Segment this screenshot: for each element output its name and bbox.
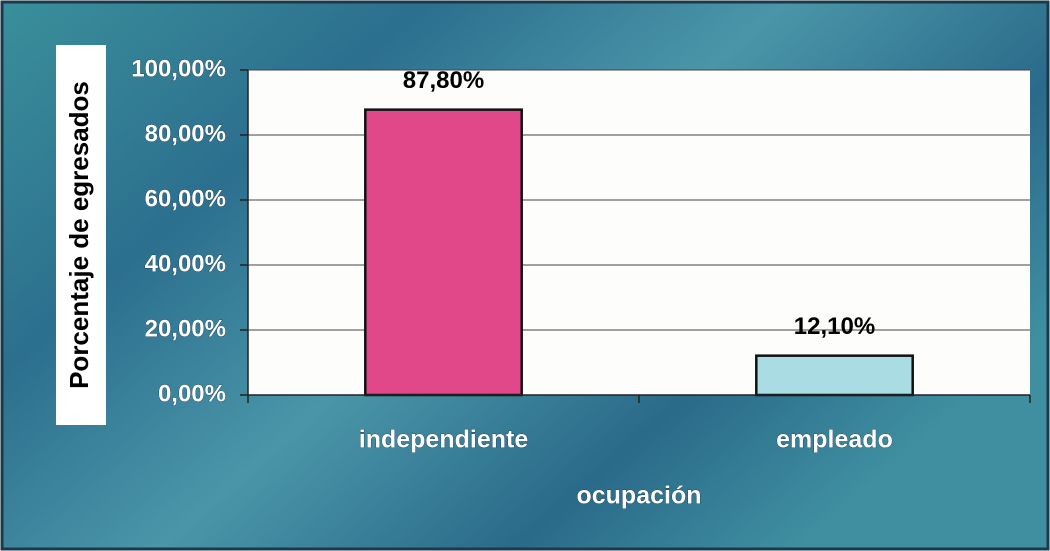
y-axis-title-box [56, 45, 106, 425]
y-tick-label: 100,00% [131, 55, 226, 82]
value-label: 87,80% [403, 67, 484, 94]
y-axis-title: Porcentaje de egresados [64, 81, 94, 389]
x-tick-label: empleado [776, 426, 893, 454]
y-tick-label: 80,00% [145, 120, 226, 147]
y-tick-label: 40,00% [145, 250, 226, 277]
bar [364, 108, 523, 397]
x-axis-title: ocupación [576, 482, 701, 510]
y-tick-label: 20,00% [145, 315, 226, 342]
y-tick-label: 0,00% [158, 380, 226, 407]
y-tick-label: 60,00% [145, 185, 226, 212]
value-label: 12,10% [794, 313, 875, 340]
bar [755, 354, 914, 397]
x-tick-label: independiente [359, 426, 529, 454]
